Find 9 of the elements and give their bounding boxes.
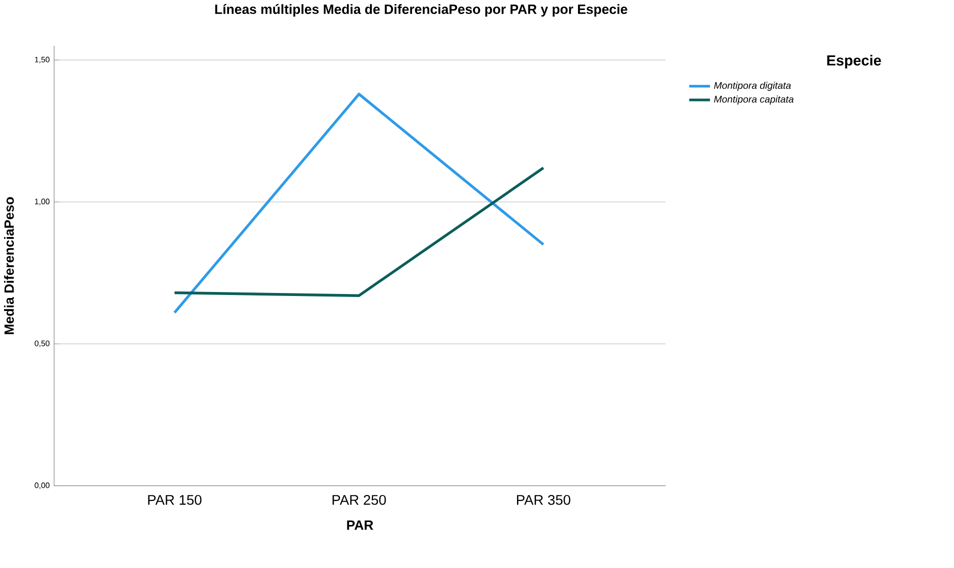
x-tick-label: PAR 150 <box>148 494 202 505</box>
x-tick-label: PAR 250 <box>332 494 386 505</box>
legend-label: Montipora digitata <box>714 82 791 91</box>
legend-title: Especie <box>827 54 881 69</box>
legend-label: Montipora capitata <box>714 96 794 105</box>
chart-title: Líneas múltiples Media de DiferenciaPeso por PAR y por Especie <box>215 4 628 17</box>
y-axis-title: Media DiferenciaPeso <box>4 197 14 334</box>
x-axis-title: PAR <box>347 520 374 530</box>
x-tick-label: PAR 350 <box>517 494 570 505</box>
